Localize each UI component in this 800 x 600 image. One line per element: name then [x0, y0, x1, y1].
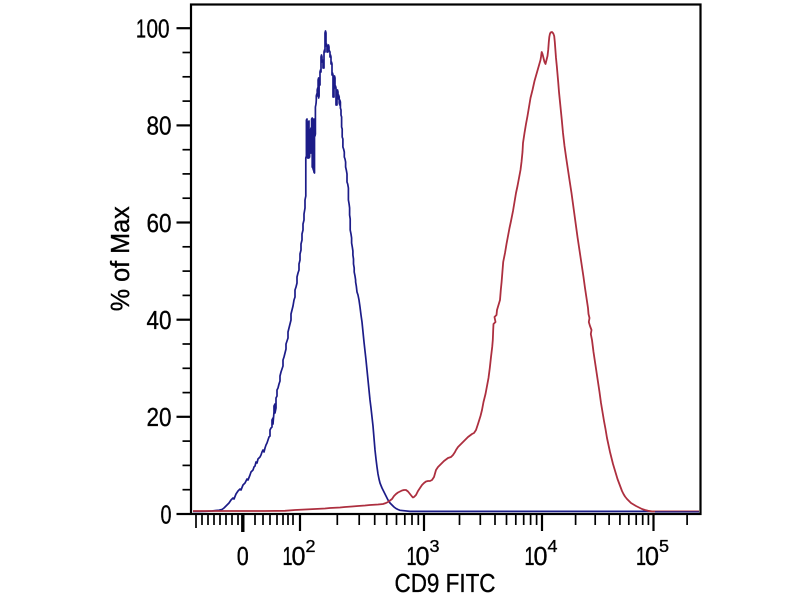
svg-text:2: 2: [306, 536, 316, 556]
svg-text:CD9 FITC: CD9 FITC: [395, 568, 496, 598]
svg-text:20: 20: [147, 402, 172, 432]
svg-text:0: 0: [237, 541, 249, 571]
svg-text:00: 00: [147, 14, 170, 44]
svg-text:% of Max: % of Max: [107, 206, 135, 311]
svg-text:0: 0: [645, 541, 659, 571]
svg-text:1: 1: [136, 14, 146, 44]
svg-text:0: 0: [292, 541, 306, 571]
svg-text:4: 4: [548, 536, 558, 556]
svg-text:1: 1: [407, 541, 417, 571]
svg-text:5: 5: [659, 536, 669, 556]
svg-text:1: 1: [525, 541, 535, 571]
svg-text:0: 0: [534, 541, 548, 571]
svg-text:0: 0: [161, 499, 172, 529]
svg-text:40: 40: [147, 305, 172, 335]
svg-text:80: 80: [147, 111, 172, 141]
svg-text:1: 1: [283, 541, 293, 571]
svg-text:1: 1: [636, 541, 646, 571]
svg-text:0: 0: [416, 541, 430, 571]
svg-text:60: 60: [147, 208, 172, 238]
svg-text:3: 3: [430, 536, 440, 556]
